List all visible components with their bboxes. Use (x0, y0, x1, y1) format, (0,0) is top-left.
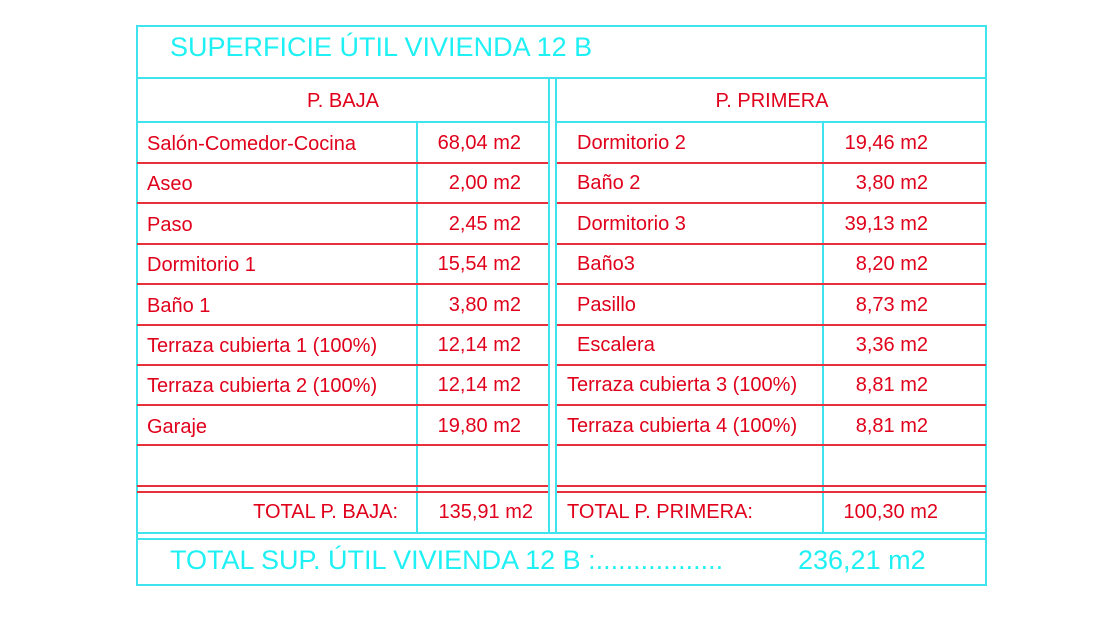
grand-total-label: TOTAL SUP. ÚTIL VIVIENDA 12 B :.........… (170, 545, 724, 575)
primera-room-area: 8,20 m2 (855, 253, 928, 275)
primera-room-area: 8,81 m2 (855, 415, 928, 437)
baja-room-area: 3,80 m2 (448, 294, 521, 316)
primera-room-name: Baño 2 (577, 172, 641, 194)
grid-line (136, 25, 138, 586)
primera-room-area: 39,13 m2 (844, 213, 928, 235)
grid-line (137, 283, 548, 285)
baja-room-name: Terraza cubierta 2 (100%) (147, 375, 378, 397)
baja-room-name: Salón-Comedor-Cocina (147, 133, 356, 155)
grid-line (136, 532, 987, 534)
grid-line (137, 162, 548, 164)
grid-line (557, 485, 986, 487)
baja-room-name: Dormitorio 1 (147, 254, 256, 276)
grid-line (985, 25, 987, 586)
baja-room-area: 12,14 m2 (437, 374, 521, 396)
primera-room-name: Dormitorio 3 (577, 213, 686, 235)
grid-line (136, 538, 987, 540)
baja-room-area: 68,04 m2 (437, 132, 521, 154)
grid-line (137, 404, 548, 406)
grid-line (137, 485, 548, 487)
grid-line (557, 243, 986, 245)
primera-room-area: 3,80 m2 (855, 172, 928, 194)
primera-room-area: 8,81 m2 (855, 374, 928, 396)
primera-room-area: 3,36 m2 (855, 334, 928, 356)
primera-room-area: 19,46 m2 (844, 132, 928, 154)
baja-room-name: Aseo (147, 173, 193, 195)
baja-room-name: Paso (147, 214, 193, 236)
primera-room-name: Baño3 (577, 253, 635, 275)
baja-room-area: 2,45 m2 (448, 213, 521, 235)
grid-line (557, 162, 986, 164)
grid-line (137, 202, 548, 204)
total-baja-value: 135,91 m2 (438, 501, 533, 523)
primera-room-name: Dormitorio 2 (577, 132, 686, 154)
grid-line (137, 243, 548, 245)
total-baja-label: TOTAL P. BAJA: (253, 501, 398, 523)
grid-line (136, 25, 987, 27)
baja-room-area: 12,14 m2 (437, 334, 521, 356)
grid-line (137, 444, 548, 446)
grid-line (136, 77, 987, 79)
grid-line (557, 202, 986, 204)
grid-line (137, 491, 548, 493)
grid-line (557, 283, 986, 285)
grid-line (548, 78, 550, 533)
baja-room-name: Garaje (147, 416, 208, 438)
grid-line (557, 324, 986, 326)
grid-line (136, 121, 549, 123)
total-primera-label: TOTAL P. PRIMERA: (567, 501, 753, 523)
primera-room-name: Escalera (577, 334, 655, 356)
grid-line (557, 364, 986, 366)
grid-line (555, 78, 557, 533)
primera-room-area: 8,73 m2 (855, 294, 928, 316)
baja-room-name: Terraza cubierta 1 (100%) (147, 335, 378, 357)
grid-line (416, 121, 418, 533)
header-baja: P. BAJA (307, 90, 379, 112)
baja-room-area: 2,00 m2 (448, 172, 521, 194)
grid-line (557, 444, 986, 446)
primera-room-name: Pasillo (577, 294, 636, 316)
grid-line (557, 404, 986, 406)
grid-line (136, 584, 987, 586)
grid-line (137, 324, 548, 326)
grid-line (555, 121, 986, 123)
grid-line (822, 121, 824, 533)
baja-room-area: 15,54 m2 (437, 253, 521, 275)
primera-room-name: Terraza cubierta 4 (100%) (567, 415, 798, 437)
grand-total-value: 236,21 m2 (798, 545, 926, 575)
table-title: SUPERFICIE ÚTIL VIVIENDA 12 B (170, 32, 593, 62)
baja-room-name: Baño 1 (147, 295, 211, 317)
total-primera-value: 100,30 m2 (843, 501, 938, 523)
grid-line (557, 491, 986, 493)
primera-room-name: Terraza cubierta 3 (100%) (567, 374, 798, 396)
grid-line (137, 364, 548, 366)
header-primera: P. PRIMERA (715, 90, 829, 112)
baja-room-area: 19,80 m2 (437, 415, 521, 437)
